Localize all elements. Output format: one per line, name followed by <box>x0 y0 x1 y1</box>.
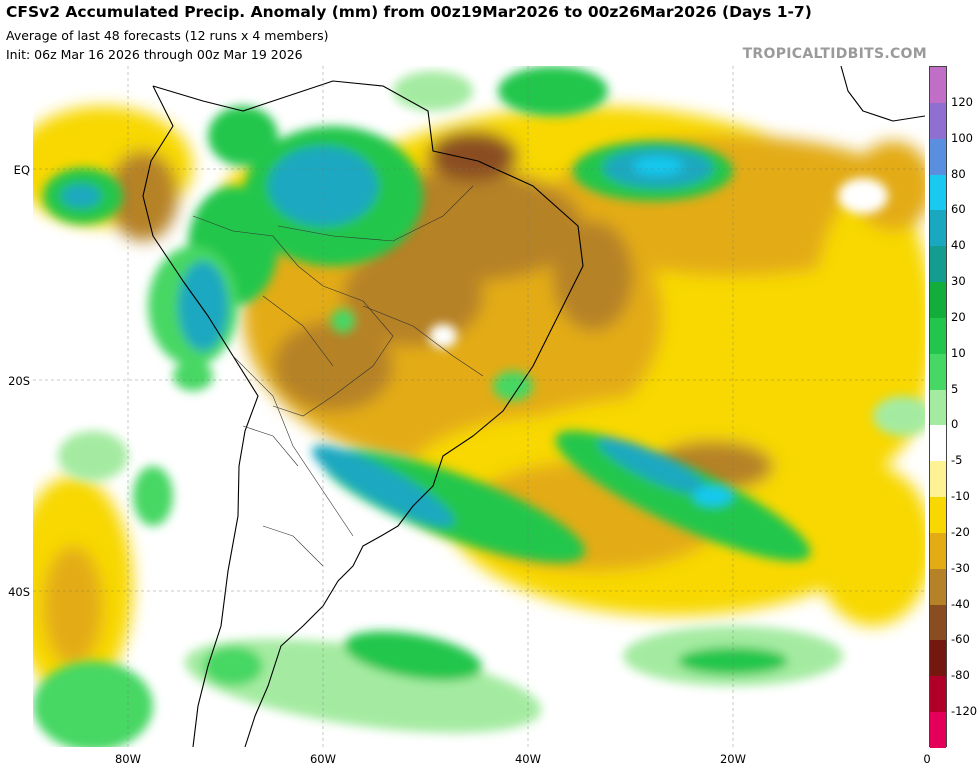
colorbar-segment <box>930 712 946 749</box>
colorbar-segment <box>930 67 946 104</box>
colorbar-label: 5 <box>951 381 959 396</box>
colorbar-segment <box>930 425 946 462</box>
colorbar-label: 20 <box>951 309 966 324</box>
colorbar-segment <box>930 282 946 319</box>
colorbar-segment <box>930 138 946 175</box>
colorbar-segment <box>930 676 946 713</box>
colorbar-label: -20 <box>951 524 970 539</box>
brand-watermark: TROPICALTIDBITS.COM <box>742 46 927 62</box>
wet-anomaly-fields <box>33 66 925 747</box>
colorbar <box>929 66 947 749</box>
map-title: CFSv2 Accumulated Precip. Anomaly (mm) f… <box>6 3 812 21</box>
colorbar-label: -80 <box>951 668 970 683</box>
map-subtitle: Average of last 48 forecasts (12 runs x … <box>6 28 329 43</box>
colorbar-segment <box>930 497 946 534</box>
colorbar-label: -60 <box>951 632 970 647</box>
colorbar-label: -40 <box>951 596 970 611</box>
colorbar-segment <box>930 568 946 606</box>
colorbar-label: 100 <box>951 130 973 145</box>
colorbar-label: 0 <box>951 417 959 432</box>
init-time: Init: 06z Mar 16 2026 through 00z Mar 19… <box>6 47 303 62</box>
lat-label-20s: 20S <box>8 374 30 388</box>
graticule <box>33 66 925 747</box>
colorbar-label: -120 <box>951 704 978 719</box>
lon-label-80w: 80W <box>114 752 142 766</box>
colorbar-segment <box>930 102 946 140</box>
precip-anomaly-map <box>33 66 925 747</box>
map-canvas <box>33 66 925 747</box>
colorbar-label: -10 <box>951 489 970 504</box>
colorbar-label: 40 <box>951 238 966 253</box>
lon-label-40w: 40W <box>514 752 542 766</box>
colorbar-label: 10 <box>951 345 966 360</box>
lat-label-eq: EQ <box>13 163 30 177</box>
colorbar-segment <box>930 246 946 283</box>
lat-label-40s: 40S <box>8 585 30 599</box>
colorbar-segment <box>930 210 946 247</box>
lon-label-0: 0 <box>923 752 931 766</box>
country-borders <box>192 185 484 567</box>
colorbar-label: 60 <box>951 202 966 217</box>
colorbar-label: -30 <box>951 560 970 575</box>
colorbar-segment <box>930 532 946 570</box>
colorbar-segment <box>930 640 946 677</box>
colorbar-segment <box>930 353 946 391</box>
lon-label-20w: 20W <box>719 752 747 766</box>
colorbar-segment <box>930 389 946 426</box>
colorbar-segment <box>930 174 946 211</box>
lon-label-60w: 60W <box>309 752 337 766</box>
colorbar-segment <box>930 461 946 498</box>
colorbar-label: 120 <box>951 94 973 109</box>
colorbar-label: 30 <box>951 274 966 289</box>
colorbar-label: -5 <box>951 453 963 468</box>
colorbar-segment <box>930 317 946 355</box>
colorbar-label: 80 <box>951 166 966 181</box>
colorbar-segment <box>930 604 946 641</box>
